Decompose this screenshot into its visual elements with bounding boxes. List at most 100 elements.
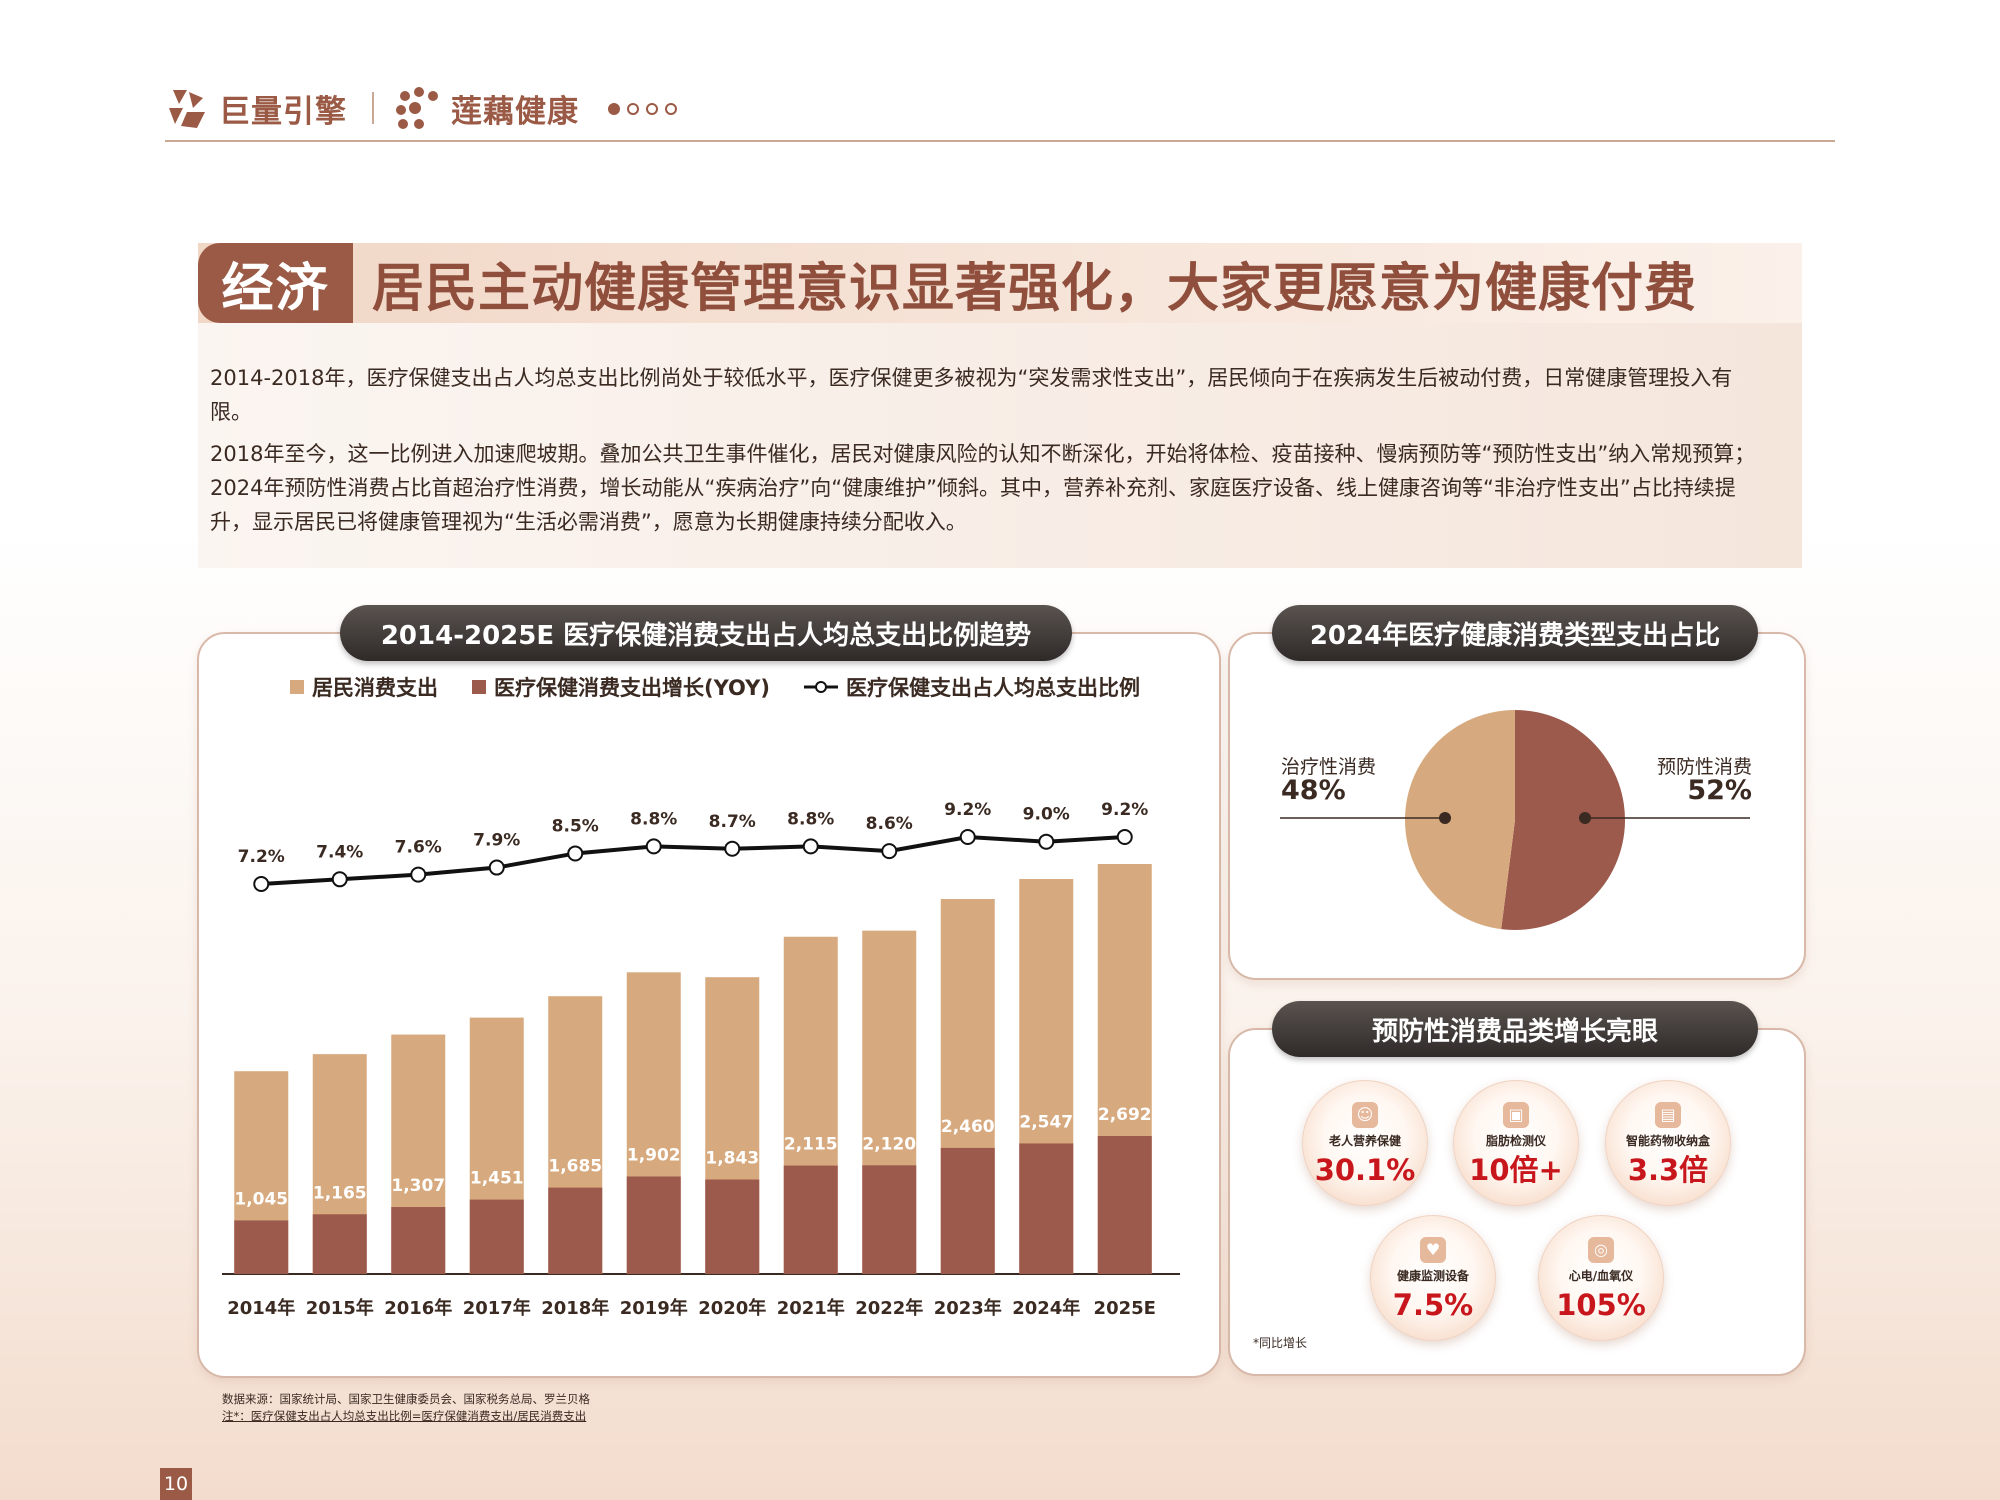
preventive-item-name: 心电/血氧仪 [1568,1268,1634,1283]
pie-chart-title: 2024年医疗健康消费类型支出占比 [1272,605,1758,661]
preventive-item-value: 7.5% [1392,1287,1474,1322]
bar-medical [469,1199,524,1274]
ratio-point [959,829,976,845]
ratio-label: 8.5% [552,816,599,836]
oximeter-icon: ◎ [1588,1236,1614,1263]
source-note: 数据来源：国家统计局、国家卫生健康委员会、国家税务总局、罗兰贝格 注*：医疗保健… [222,1391,590,1425]
preventive-item-name: 健康监测设备 [1396,1268,1469,1283]
trend-chart-title: 2014-2025E 医疗保健消费支出占人均总支出比例趋势 [340,605,1072,661]
preventive-item-name: 智能药物收纳盒 [1625,1133,1710,1148]
bar-value-label: 1,307 [391,1176,445,1196]
pillbox-icon: ▤ [1655,1101,1681,1128]
bar-medical [1019,1143,1074,1274]
preventive-item: ◎ 心电/血氧仪 105% [1538,1215,1664,1341]
preventive-item: ☺ 老人营养保健 30.1% [1302,1080,1428,1206]
preventive-item: ▤ 智能药物收纳盒 3.3倍 [1605,1080,1731,1206]
juliang-engine-logo: 巨量引擎 [165,86,347,130]
pie-left-value: 48% [1281,775,1346,806]
formula-note: 注*：医疗保健支出占人均总支出比例=医疗保健消费支出/居民消费支出 [222,1409,587,1423]
page-indicator [608,103,677,115]
ratio-label: 8.8% [630,809,677,829]
bar-medical [391,1206,446,1274]
page-dot [646,103,658,115]
pie-leader-dot [1439,812,1451,824]
ratio-label: 9.2% [944,800,991,820]
ratio-label: 7.4% [316,842,363,862]
bar-value-label: 1,843 [705,1149,759,1169]
preventive-item-name: 老人营养保健 [1328,1133,1401,1148]
x-tick-label: 2025E [1094,1298,1156,1319]
legend-item-consumption: 居民消费支出 [290,672,438,702]
bar-medical [705,1179,760,1274]
bar-value-label: 1,451 [470,1169,524,1189]
ratio-label: 7.2% [238,847,285,867]
pie-left-label: 治疗性消费 [1281,756,1377,778]
source-line: 数据来源：国家统计局、国家卫生健康委员会、国家税务总局、罗兰贝格 [222,1392,590,1406]
lianou-logo-icon [396,87,438,129]
legend-item-medical: 医疗保健消费支出增长(YOY) [472,672,770,702]
ratio-label: 8.7% [709,812,756,832]
ratio-point [488,859,505,876]
pie-right-label: 预防性消费 [1656,756,1752,778]
bar-medical [548,1187,603,1274]
scale-icon: ▣ [1503,1101,1529,1128]
pie-right-value: 52% [1687,775,1752,806]
bar-value-label: 2,120 [862,1134,916,1154]
page-title: 居民主动健康管理意识显著强化，大家更愿意为健康付费 [372,258,1698,319]
preventive-item-value: 3.3倍 [1627,1152,1709,1187]
juliang-logo-icon [169,90,205,128]
bar-medical [940,1147,995,1274]
pie-leader-dot [1579,812,1591,824]
x-tick-label: 2015年 [306,1297,374,1319]
preventive-item-name: 脂肪检测仪 [1485,1133,1546,1148]
header-divider [372,92,374,124]
paragraph-2: 2018年至今，这一比例进入加速爬坡期。叠加公共卫生事件催化，居民对健康风险的认… [210,442,1756,534]
x-tick-label: 2022年 [855,1297,923,1319]
legend-label: 医疗保健消费支出增长(YOY) [494,676,770,700]
bar-medical [234,1220,289,1274]
ratio-point [1116,829,1133,845]
bar-value-label: 2,460 [941,1117,995,1137]
chart-legend: 居民消费支出 医疗保健消费支出增长(YOY) 医疗保健支出占人均总支出比例 [290,672,1140,702]
legend-label: 居民消费支出 [312,676,438,700]
preventive-item-value: 105% [1556,1287,1646,1322]
preventive-item: ♥ 健康监测设备 7.5% [1370,1215,1496,1341]
yoy-note: *同比增长 [1253,1336,1308,1350]
x-tick-label: 2023年 [934,1297,1002,1319]
bar-medical [626,1176,681,1274]
pie-chart [1280,710,1750,930]
legend-swatch [472,680,486,694]
preventive-item: ▣ 脂肪检测仪 10倍+ [1453,1080,1579,1206]
legend-item-ratio: 医疗保健支出占人均总支出比例 [803,672,1140,702]
title-background [198,243,1802,323]
bar-value-label: 1,165 [313,1183,367,1203]
ratio-point [881,843,898,860]
legend-swatch [290,680,304,694]
bar-medical [862,1165,917,1274]
brand1-text: 巨量引擎 [219,93,347,130]
bar-medical [783,1165,838,1274]
x-tick-label: 2017年 [463,1297,531,1319]
x-tick-label: 2014年 [227,1297,295,1319]
preventive-item-value: 30.1% [1314,1152,1416,1187]
ratio-label: 7.9% [473,831,520,851]
heartbeat-icon: ♥ [1420,1236,1446,1263]
ratio-point [645,838,662,855]
trend-chart: 1,045 2014年 1,165 2015年 1,307 2016年 1,451 2017年… [222,800,1180,1319]
bar-value-label: 2,692 [1098,1105,1152,1125]
x-tick-label: 2016年 [384,1297,452,1319]
x-tick-label: 2018年 [541,1297,609,1319]
bar-value-label: 1,685 [548,1157,602,1177]
legend-label: 医疗保健支出占人均总支出比例 [845,676,1140,700]
page-dot [665,103,677,115]
brand2-text: 莲藕健康 [451,93,579,130]
section-tag: 经济 [198,243,353,323]
bar-value-label: 1,045 [234,1189,288,1209]
paragraph-1: 2014-2018年，医疗保健支出占人均总支出比例尚处于较低水平，医疗保健更多被… [210,366,1733,424]
x-tick-label: 2021年 [777,1297,845,1319]
ratio-point [567,845,584,862]
ratio-point [1038,833,1055,850]
bar-value-label: 2,547 [1019,1112,1073,1132]
pie-slice [1501,710,1626,930]
bar-medical [312,1214,367,1274]
